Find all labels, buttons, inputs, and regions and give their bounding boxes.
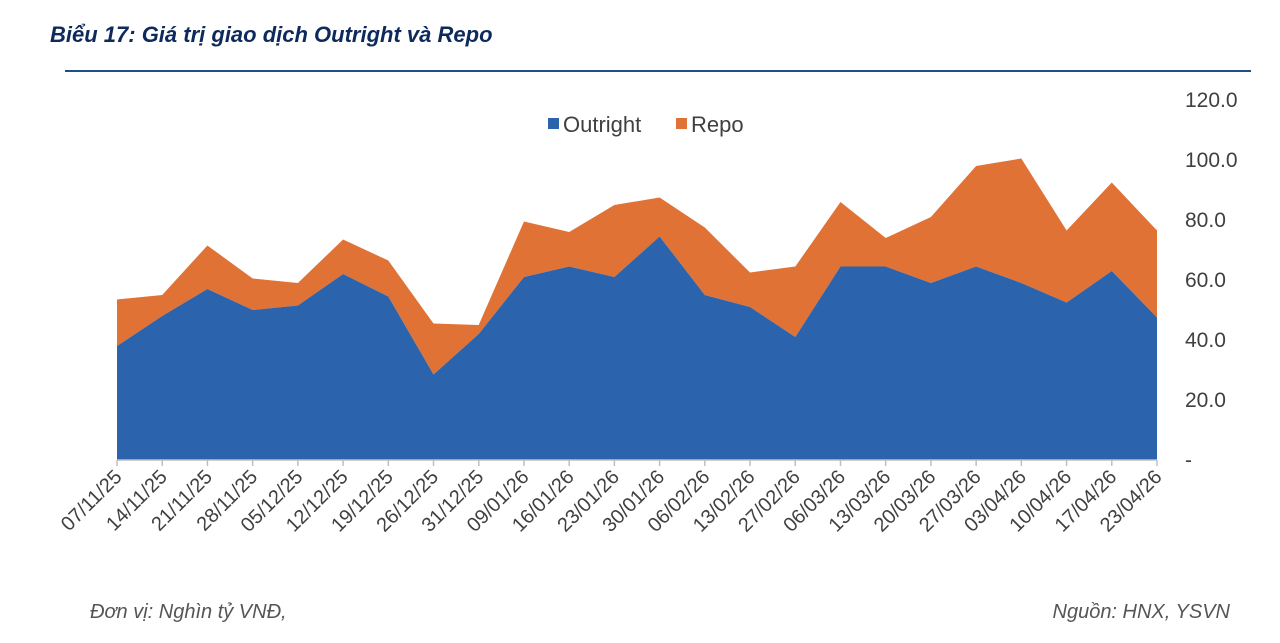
y-axis-labels: - 20.0 40.0 60.0 80.0 100.0 120.0 <box>1185 89 1238 472</box>
stacked-area-chart: 07/11/2514/11/2521/11/2528/11/2505/12/25… <box>57 89 1238 537</box>
legend-swatch-repo <box>676 118 687 129</box>
y-tick-label: 40.0 <box>1185 329 1226 352</box>
chart-title: Biểu 17: Giá trị giao dịch Outright và R… <box>50 22 493 47</box>
source-note: Nguồn: HNX, YSVN <box>1052 601 1231 623</box>
y-tick-label: 20.0 <box>1185 389 1226 412</box>
y-tick-label: 60.0 <box>1185 269 1226 292</box>
legend-swatch-outright <box>548 118 559 129</box>
x-axis-labels: 07/11/2514/11/2521/11/2528/11/2505/12/25… <box>57 466 1167 537</box>
areas-layer <box>117 158 1157 460</box>
x-axis-ticks <box>116 460 1158 466</box>
area-series-repo <box>117 158 1157 375</box>
unit-note: Đơn vị: Nghìn tỷ VNĐ, <box>90 601 287 623</box>
title-divider <box>65 70 1251 72</box>
legend-label-repo: Repo <box>691 112 744 137</box>
area-series-outright <box>117 236 1157 460</box>
y-tick-label: 100.0 <box>1185 149 1238 172</box>
legend: Outright Repo <box>548 112 744 137</box>
y-tick-label: 80.0 <box>1185 209 1226 232</box>
legend-label-outright: Outright <box>563 112 641 137</box>
y-tick-label: - <box>1185 449 1192 472</box>
y-tick-label: 120.0 <box>1185 89 1238 112</box>
